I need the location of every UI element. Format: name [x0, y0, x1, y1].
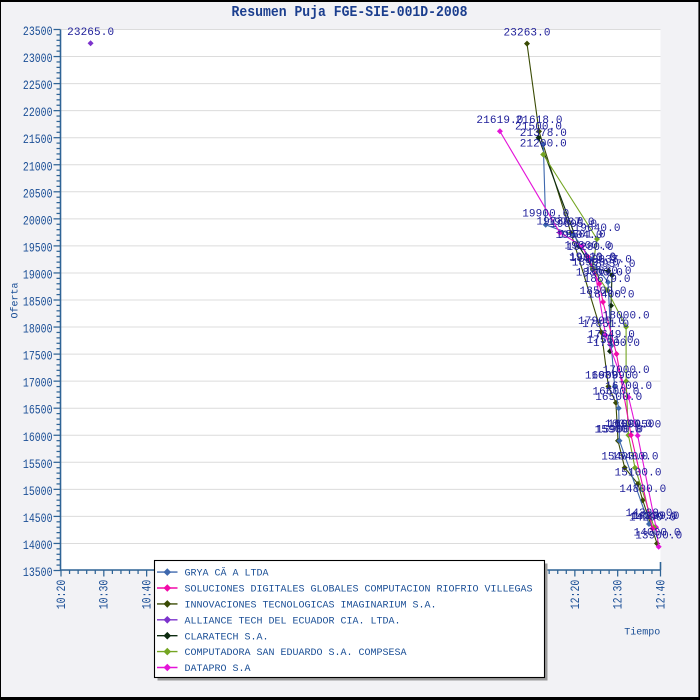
- svg-text:13500: 13500: [23, 567, 53, 580]
- svg-text:17000.0: 17000.0: [603, 365, 650, 377]
- svg-text:14000.0: 14000.0: [634, 527, 681, 539]
- svg-text:16600.0: 16600.0: [592, 387, 639, 399]
- svg-text:19000: 19000: [23, 270, 53, 283]
- svg-text:17551.0: 17551.0: [587, 335, 634, 347]
- svg-text:23263.0: 23263.0: [504, 27, 551, 39]
- svg-text:18000.0: 18000.0: [603, 311, 650, 323]
- svg-text:18679.0: 18679.0: [584, 274, 631, 286]
- svg-text:19640.0: 19640.0: [574, 223, 621, 235]
- svg-text:15995.0: 15995.0: [614, 419, 661, 431]
- svg-text:DATAPRO S.A: DATAPRO S.A: [185, 664, 251, 675]
- svg-text:15100.0: 15100.0: [615, 468, 662, 480]
- svg-text:15900.0: 15900.0: [595, 425, 642, 437]
- svg-text:16000.0: 16000.0: [605, 419, 652, 431]
- svg-text:15000: 15000: [23, 486, 53, 499]
- svg-text:SOLUCIONES DIGITALES GLOBALES: SOLUCIONES DIGITALES GLOBALES COMPUTACIO…: [185, 585, 533, 596]
- svg-text:21000: 21000: [23, 161, 53, 174]
- svg-text:21619.0: 21619.0: [476, 115, 523, 127]
- svg-text:19280.0: 19280.0: [567, 242, 614, 254]
- svg-text:14399.0: 14399.0: [626, 508, 673, 520]
- svg-text:18500: 18500: [23, 297, 53, 310]
- svg-text:17649.0: 17649.0: [588, 330, 635, 342]
- svg-text:12:30: 12:30: [613, 579, 626, 609]
- svg-text:19739.0: 19739.0: [536, 217, 583, 229]
- svg-text:Tiempo: Tiempo: [624, 627, 660, 639]
- svg-text:14290.0: 14290.0: [629, 512, 676, 524]
- svg-text:21618.0: 21618.0: [516, 115, 563, 127]
- svg-text:GRYA CĂ A LTDA: GRYA CĂ A LTDA: [185, 566, 269, 580]
- svg-text:10:30: 10:30: [99, 579, 112, 609]
- svg-text:18830.0: 18830.0: [585, 266, 632, 278]
- svg-text:16500: 16500: [23, 405, 53, 418]
- svg-text:22500: 22500: [23, 80, 53, 93]
- svg-text:22000: 22000: [23, 107, 53, 120]
- svg-text:INNOVACIONES TECNOLOGICAS IMAG: INNOVACIONES TECNOLOGICAS IMAGINARIUM S.…: [185, 601, 437, 612]
- svg-text:15900.0: 15900.0: [596, 425, 643, 437]
- svg-text:16000.0: 16000.0: [608, 419, 655, 431]
- svg-text:CLARATECH S.A.: CLARATECH S.A.: [185, 632, 269, 643]
- svg-text:18000: 18000: [23, 324, 53, 337]
- svg-text:12:20: 12:20: [570, 579, 583, 609]
- svg-text:19504.0: 19504.0: [556, 230, 603, 242]
- svg-text:17000: 17000: [23, 378, 53, 391]
- svg-text:16000: 16000: [23, 432, 53, 445]
- svg-text:15400.0: 15400.0: [612, 452, 659, 464]
- svg-text:23500: 23500: [23, 26, 53, 39]
- svg-text:18400.0: 18400.0: [588, 289, 635, 301]
- svg-text:18957.0: 18957.0: [589, 259, 636, 271]
- svg-text:19500: 19500: [23, 243, 53, 256]
- svg-text:21500.0: 21500.0: [515, 122, 562, 134]
- svg-text:19110.0: 19110.0: [569, 252, 616, 264]
- svg-text:16700.0: 16700.0: [605, 381, 652, 393]
- svg-text:18800.0: 18800.0: [576, 268, 623, 280]
- svg-text:21500: 21500: [23, 134, 53, 147]
- svg-text:18500.0: 18500.0: [580, 286, 627, 298]
- svg-text:19695.0: 19695.0: [550, 219, 597, 231]
- svg-text:17900.0: 17900.0: [578, 316, 625, 328]
- svg-text:ALLIANCE TECH DEL ECUADOR CIA.: ALLIANCE TECH DEL ECUADOR CIA. LTDA.: [185, 616, 401, 627]
- svg-text:14299.0: 14299.0: [633, 511, 680, 523]
- svg-text:21378.0: 21378.0: [520, 128, 567, 140]
- svg-text:17500: 17500: [23, 351, 53, 364]
- svg-text:19073.0: 19073.0: [570, 253, 617, 265]
- svg-text:14800.0: 14800.0: [619, 484, 666, 496]
- svg-text:Oferta: Oferta: [10, 282, 22, 318]
- svg-text:14500: 14500: [23, 513, 53, 526]
- svg-text:20000: 20000: [23, 215, 53, 228]
- svg-text:19037.0: 19037.0: [585, 255, 632, 267]
- svg-text:Resumen Puja FGE-SIE-001D-2008: Resumen Puja FGE-SIE-001D-2008: [232, 5, 468, 22]
- svg-text:23000: 23000: [23, 53, 53, 66]
- svg-text:16899.0: 16899.0: [591, 371, 638, 383]
- svg-text:17500.0: 17500.0: [593, 338, 640, 350]
- svg-text:19501.0: 19501.0: [559, 230, 606, 242]
- svg-text:COMPUTADORA SAN EDUARDO S.A. C: COMPUTADORA SAN EDUARDO S.A. COMPSESA: [185, 648, 407, 659]
- svg-text:13900.0: 13900.0: [635, 531, 682, 543]
- svg-text:17851.0: 17851.0: [582, 319, 629, 331]
- svg-text:15400.0: 15400.0: [601, 452, 648, 464]
- svg-text:21200.0: 21200.0: [520, 138, 567, 150]
- svg-text:10:40: 10:40: [142, 579, 155, 609]
- svg-text:19300.0: 19300.0: [564, 241, 611, 253]
- svg-text:19737.0: 19737.0: [548, 217, 595, 229]
- svg-text:14300.0: 14300.0: [631, 511, 678, 523]
- svg-text:19900.0: 19900.0: [522, 209, 569, 221]
- svg-text:23265.0: 23265.0: [67, 27, 114, 39]
- svg-text:18990.0: 18990.0: [572, 257, 619, 269]
- svg-text:20500: 20500: [23, 188, 53, 201]
- svg-text:10:20: 10:20: [56, 579, 69, 609]
- svg-text:16500.0: 16500.0: [595, 392, 642, 404]
- svg-text:12:40: 12:40: [656, 579, 669, 609]
- svg-text:14000: 14000: [23, 540, 53, 553]
- svg-text:16900.0: 16900.0: [585, 370, 632, 382]
- svg-text:15500: 15500: [23, 459, 53, 472]
